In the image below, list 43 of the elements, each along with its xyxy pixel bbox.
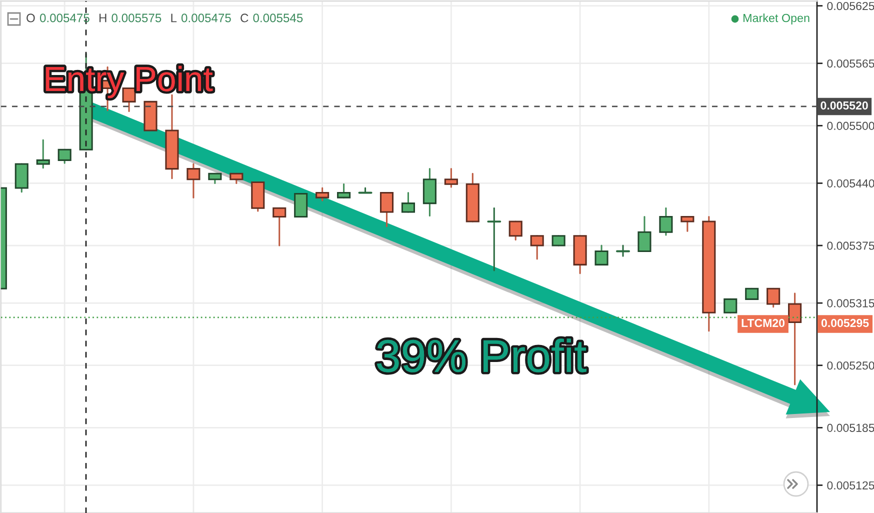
- candlestick: [638, 216, 652, 252]
- ref-line-label: 0.005520: [820, 101, 868, 110]
- annotation: 39% Profit: [377, 338, 586, 372]
- candlestick: [766, 288, 780, 308]
- candlestick: [58, 148, 72, 164]
- candlestick: [530, 235, 544, 260]
- candlestick: [552, 235, 566, 246]
- candlestick: [745, 288, 759, 300]
- candlestick: [358, 187, 372, 194]
- candlestick: [508, 220, 522, 241]
- candlestick: [272, 207, 286, 246]
- candlestick: [680, 216, 694, 232]
- y-tick-label: 0.005565: [827, 59, 874, 68]
- y-tick-label: 0.005185: [827, 424, 874, 432]
- candlestick: [316, 187, 330, 202]
- candlestick: [487, 207, 502, 272]
- candlestick: [14, 163, 28, 193]
- y-tick-label: 0.005500: [827, 122, 874, 130]
- text: 0.005295: [821, 318, 869, 328]
- candlestick: [294, 192, 308, 218]
- y-tick-label: 0.005440: [827, 179, 874, 188]
- candlestick: [444, 168, 458, 188]
- y-tick-label: 0.005250: [827, 361, 874, 370]
- candlestick: [208, 172, 222, 184]
- candlestick: [337, 183, 351, 198]
- y-tick-label: 0.005375: [827, 242, 874, 250]
- annotation: LTCM20: [742, 318, 785, 328]
- candlestick: [401, 192, 416, 213]
- y-tick-label: 0.005315: [827, 299, 874, 308]
- candlestick: [594, 244, 608, 266]
- candlestick: [616, 244, 630, 257]
- candlestick: [36, 139, 50, 169]
- y-tick-label: 0.005125: [827, 481, 874, 490]
- candlestick: [724, 298, 738, 314]
- candlestick: [186, 163, 200, 198]
- candlestick: [380, 192, 394, 228]
- candlestick: [122, 88, 136, 112]
- candlestick: [659, 207, 673, 236]
- annotation: O 0.005475 H 0.005575 L 0.005475 C 0.005545: [26, 14, 303, 22]
- candlestick: [422, 168, 436, 217]
- annotation: Market Open: [744, 14, 810, 24]
- y-tick-label: 0.005625: [827, 2, 874, 10]
- candlestick: [230, 172, 244, 184]
